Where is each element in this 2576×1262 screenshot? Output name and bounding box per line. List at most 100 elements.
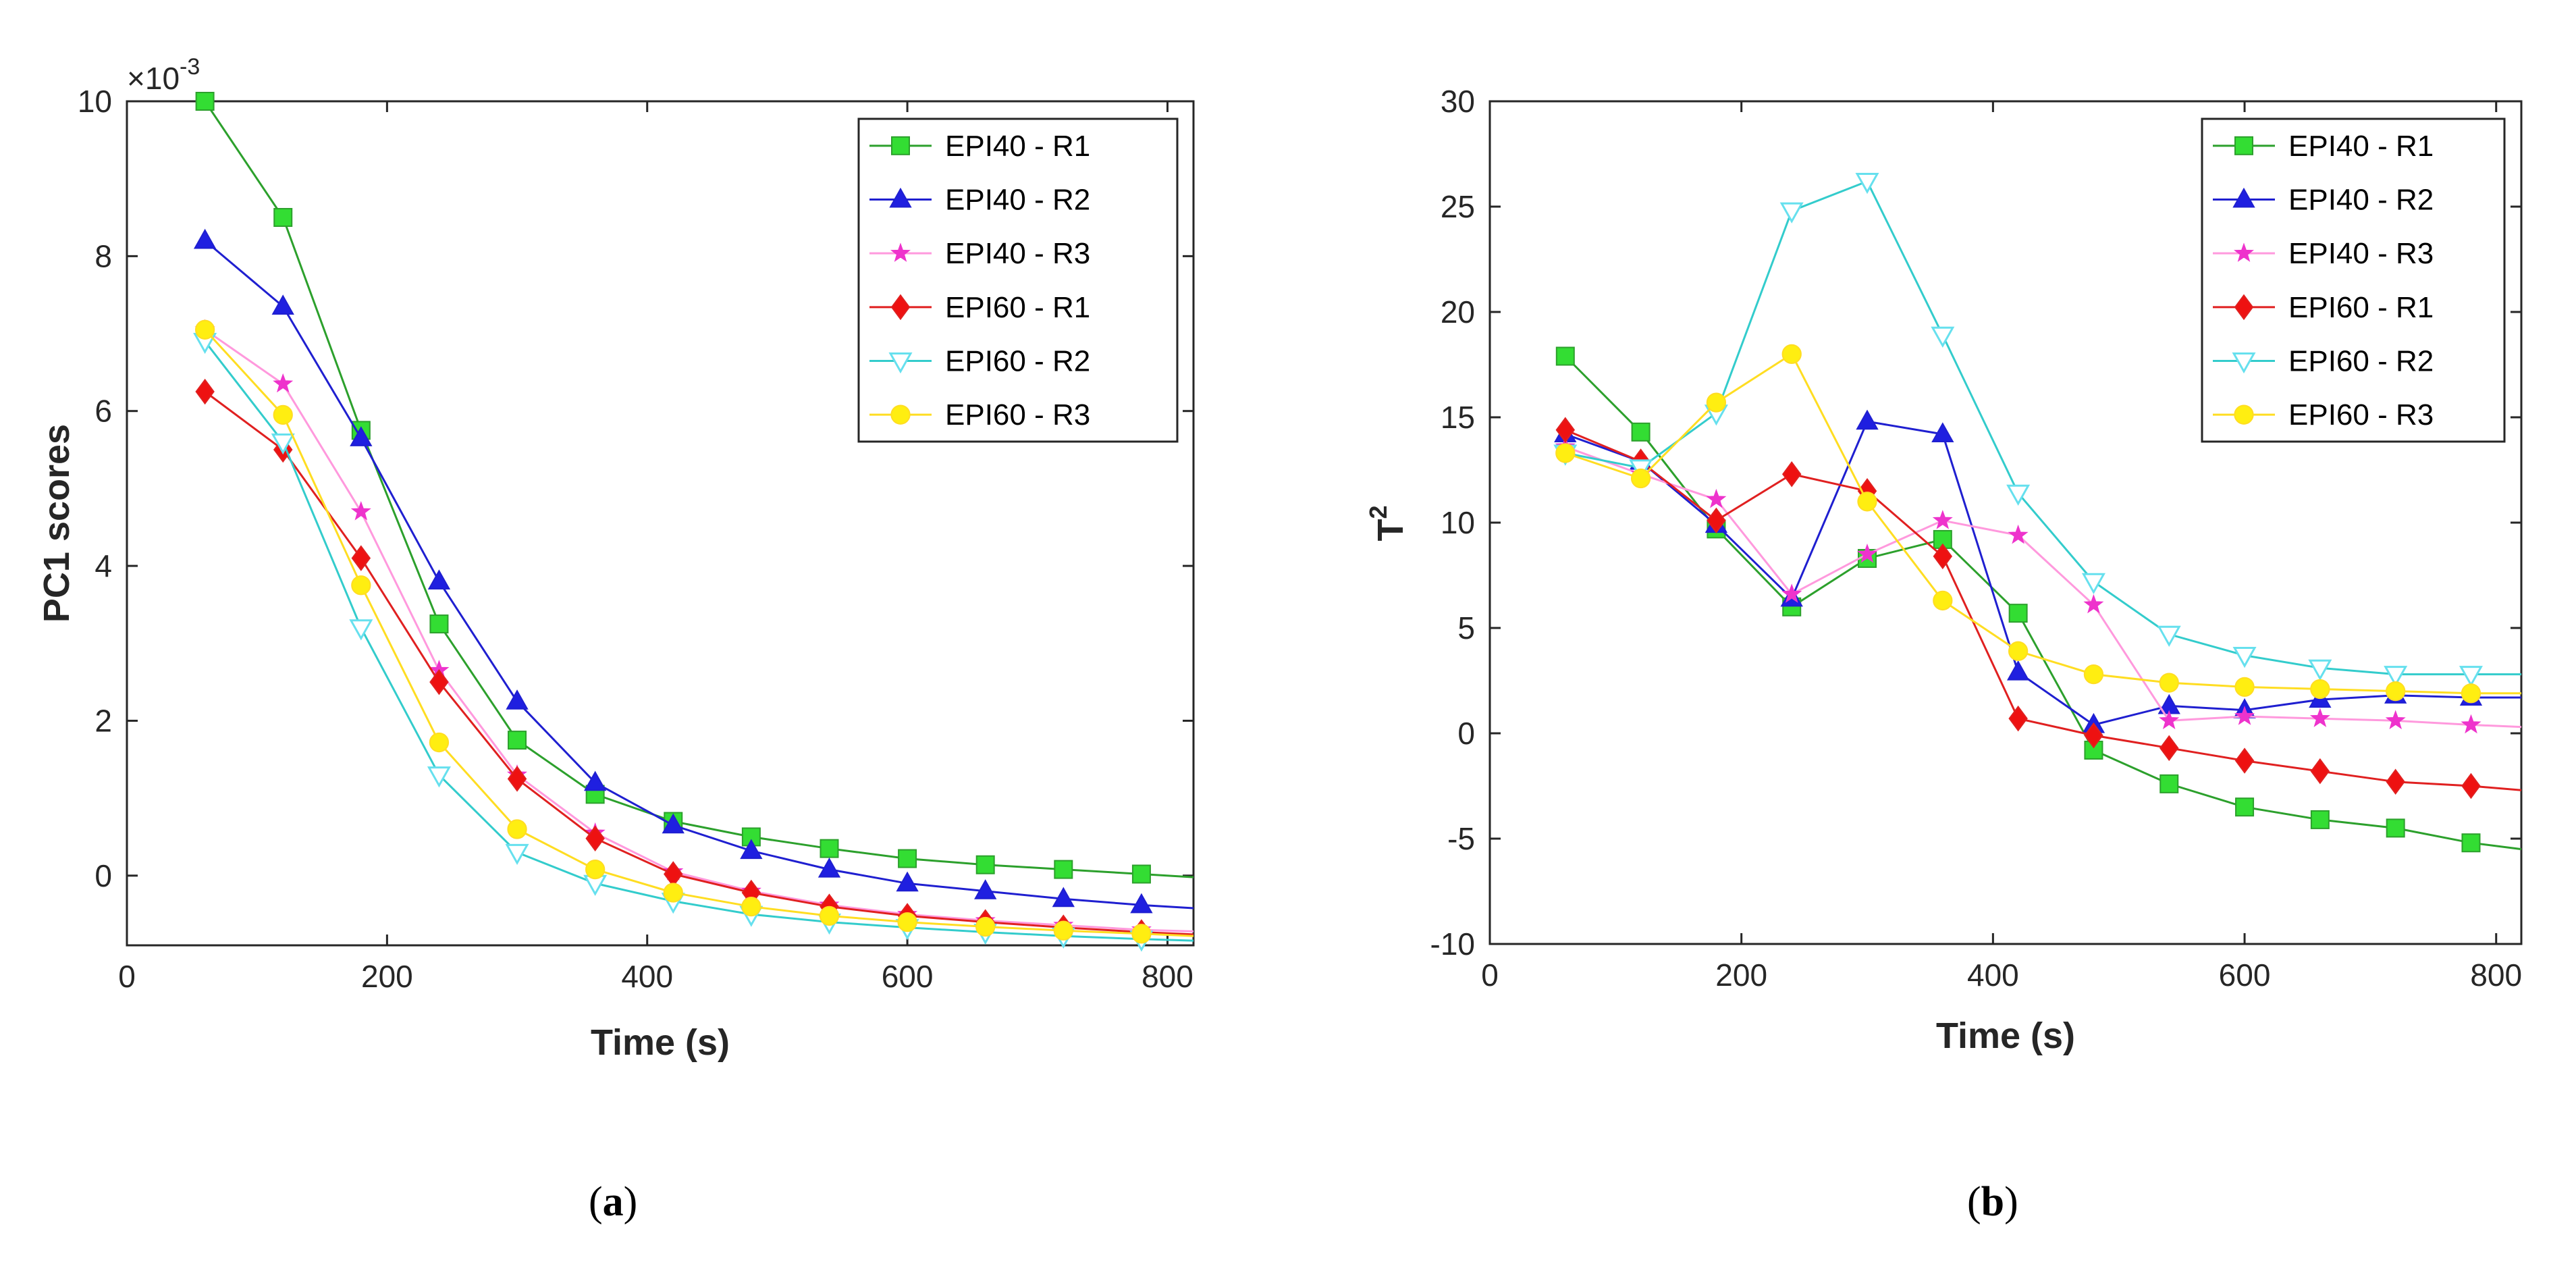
y-axis-title-a: PC1 scores	[36, 424, 77, 623]
data-point	[1052, 887, 1075, 908]
series-line	[204, 329, 1194, 932]
exponent-base: ×10	[127, 61, 180, 96]
data-point	[2461, 683, 2481, 704]
y-axis-title-b: T2	[1364, 505, 1411, 541]
y-tick-label: 20	[1441, 294, 1475, 330]
data-point	[273, 373, 294, 393]
y-axis-title-base: T	[1370, 519, 1411, 542]
data-point	[2310, 810, 2330, 829]
data-point	[2235, 797, 2255, 817]
data-point	[1631, 422, 1651, 442]
data-point	[2461, 833, 2481, 853]
data-point	[741, 897, 761, 917]
data-point	[2159, 710, 2180, 730]
data-point	[2006, 660, 2030, 681]
series-line	[1565, 420, 2521, 727]
legend-label: EPI40 - R3	[945, 237, 1090, 270]
data-point	[1932, 510, 1953, 529]
legend-label: EPI40 - R1	[945, 130, 1090, 163]
x-tick-label: 800	[1142, 959, 1193, 994]
legend-entry: EPI60 - R3	[869, 398, 1090, 431]
data-point	[2386, 681, 2406, 702]
series-group-a	[193, 92, 1194, 952]
legend-entry: EPI40 - R2	[869, 184, 1090, 217]
data-point	[1131, 864, 1151, 884]
data-point	[2386, 768, 2405, 795]
x-tick-label: 400	[1967, 957, 2019, 993]
y-tick-label: 10	[78, 84, 112, 119]
caption-b-letter: b	[1981, 1179, 2005, 1225]
x-axis-title-b: Time (s)	[1936, 1016, 2075, 1056]
legend-entry: EPI40 - R3	[869, 237, 1090, 270]
y-tick-label: 6	[95, 394, 112, 429]
data-point	[2384, 666, 2408, 687]
data-point	[506, 689, 529, 710]
legend-entry: EPI60 - R1	[869, 291, 1090, 324]
caption-b: (b)	[1967, 1179, 2018, 1225]
data-point	[1781, 461, 1802, 488]
legend-label: EPI60 - R1	[945, 291, 1090, 324]
data-point	[740, 839, 763, 860]
data-point	[194, 319, 215, 340]
series-line	[1565, 180, 2521, 676]
legend-marker	[2234, 242, 2254, 262]
legend-label: EPI40 - R3	[2288, 237, 2434, 270]
data-point	[897, 912, 917, 932]
data-point	[1856, 544, 1878, 563]
legend-marker	[890, 242, 911, 262]
y-tick-label: 4	[95, 548, 112, 583]
data-point	[1857, 492, 1877, 512]
y-tick-label: -5	[1447, 821, 1475, 856]
legend-entry: EPI40 - R3	[2213, 237, 2434, 270]
data-point	[585, 859, 606, 880]
caption-a-letter: a	[602, 1179, 624, 1225]
data-point	[351, 575, 371, 596]
data-point	[350, 501, 371, 521]
caption-a: (a)	[589, 1179, 638, 1225]
legend-entry: EPI40 - R2	[2213, 184, 2434, 217]
data-point	[2084, 722, 2103, 749]
data-point	[350, 426, 373, 446]
legend-label: EPI60 - R1	[2288, 291, 2434, 324]
y-tick-label: 15	[1441, 400, 1475, 435]
data-point	[974, 879, 997, 899]
legend-marker	[890, 294, 911, 321]
data-point	[507, 819, 527, 839]
data-point	[2081, 573, 2105, 595]
x-tick-label: 600	[882, 959, 934, 994]
legend-label: EPI40 - R2	[2288, 184, 2434, 217]
x-tick-label: 400	[621, 959, 673, 994]
data-point	[975, 916, 996, 937]
series-epi60-r3	[1555, 344, 2521, 704]
data-point	[2008, 641, 2029, 661]
x-tick-label: 200	[1715, 957, 1767, 993]
series-line	[204, 329, 1194, 937]
data-point	[2234, 677, 2255, 698]
data-point	[427, 766, 451, 788]
data-point	[507, 766, 527, 792]
legend-a: EPI40 - R1 EPI40 - R2 EPI40 - R3 EPI60 - R1…	[857, 117, 1179, 443]
data-point	[820, 839, 839, 858]
data-point	[2159, 774, 2179, 793]
data-point	[508, 731, 527, 750]
series-line	[1565, 352, 2521, 695]
data-point	[2308, 659, 2332, 681]
series-epi60-r3	[194, 319, 1194, 944]
series-epi60-r1	[195, 378, 1194, 945]
series-group-b	[1553, 173, 2522, 853]
series-line	[1565, 446, 2522, 729]
y-tick-label: -10	[1430, 926, 1475, 962]
data-point	[2083, 594, 2104, 614]
data-point	[1706, 488, 1727, 508]
data-point	[2385, 710, 2406, 730]
legend-marker	[891, 136, 910, 155]
data-point	[2234, 706, 2255, 725]
y-tick-label: 2	[95, 703, 112, 738]
data-point	[584, 770, 607, 791]
legend-box	[2201, 117, 2506, 443]
data-point	[349, 619, 373, 641]
data-point	[1855, 173, 1879, 194]
data-point	[817, 857, 841, 878]
series-line	[204, 240, 1194, 910]
